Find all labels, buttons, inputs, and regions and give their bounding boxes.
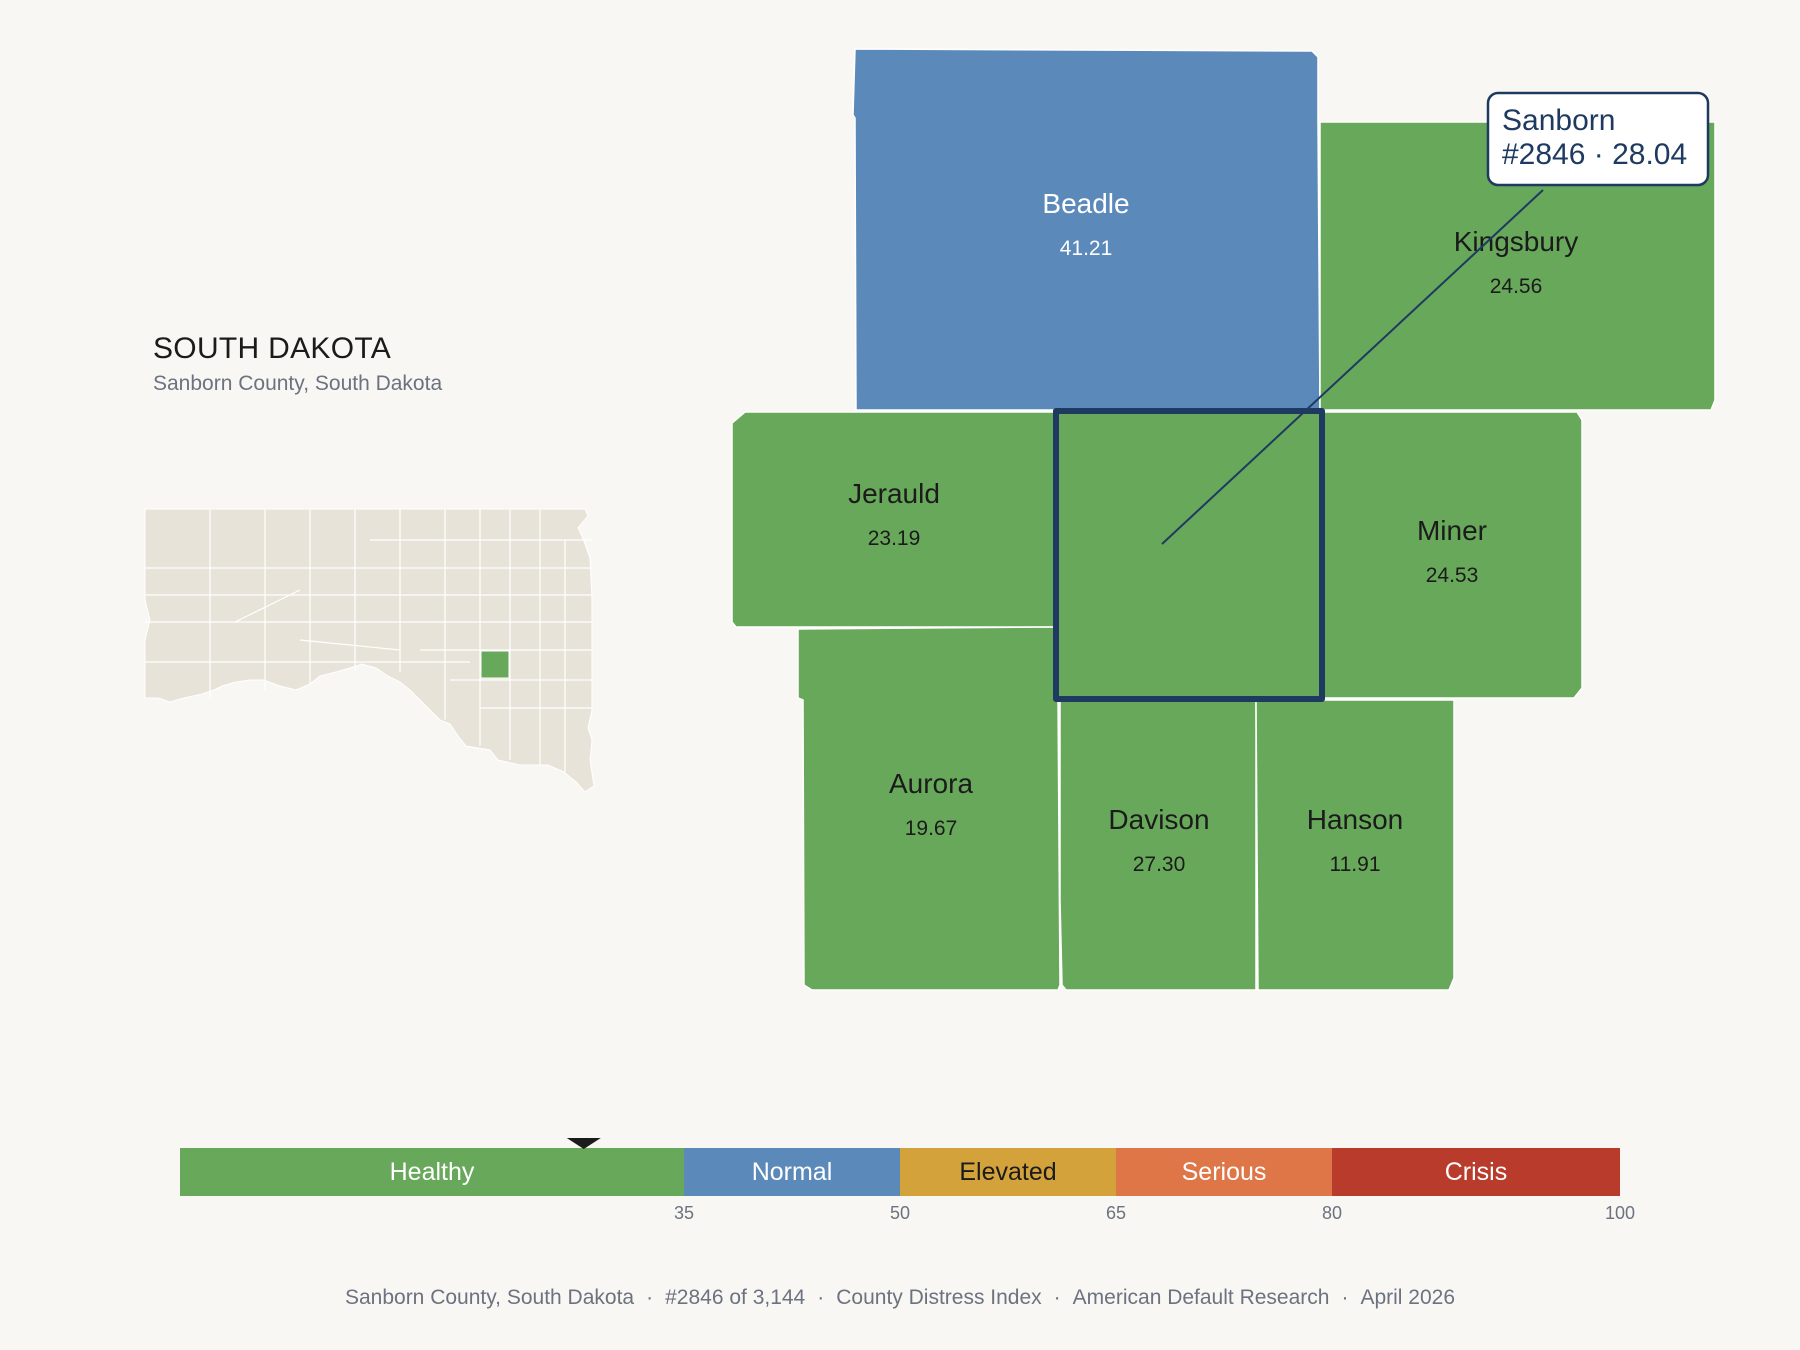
state-title: SOUTH DAKOTA xyxy=(153,332,392,365)
county-value-davison: 27.30 xyxy=(1133,853,1186,876)
legend-label-elevated: Elevated xyxy=(959,1158,1056,1186)
county-hanson[interactable] xyxy=(1255,699,1455,991)
legend-segment-serious xyxy=(1116,1148,1332,1196)
focus-callout: Sanborn #2846 · 28.04 xyxy=(1161,91,1710,545)
state-outline xyxy=(144,508,595,793)
county-map xyxy=(731,48,1716,991)
callout-name: Sanborn xyxy=(1502,104,1615,137)
sanborn-highlight-border xyxy=(1053,408,1325,702)
legend-tick-80: 80 xyxy=(1322,1203,1342,1223)
legend-bar: Healthy Normal Elevated Serious Crisis 35 50 65… xyxy=(180,1148,1635,1223)
county-value-kingsbury: 24.56 xyxy=(1490,275,1543,298)
footer-index: County Distress Index xyxy=(836,1286,1042,1309)
state-county-lines xyxy=(145,509,592,772)
legend-tick-65: 65 xyxy=(1106,1203,1126,1223)
county-labels: Beadle 41.21 Kingsbury 24.56 Jerauld 23.… xyxy=(848,188,1578,876)
footer-rank: #2846 of 3,144 xyxy=(665,1286,806,1309)
county-label-kingsbury: Kingsbury xyxy=(1454,226,1579,257)
callout-rank-score: #2846 · 28.04 xyxy=(1502,138,1687,171)
legend-segment-elevated xyxy=(900,1148,1116,1196)
county-aurora[interactable] xyxy=(797,626,1061,991)
county-label-hanson: Hanson xyxy=(1307,804,1404,835)
county-jerauld[interactable] xyxy=(731,411,1057,628)
county-label-davison: Davison xyxy=(1108,804,1209,835)
county-miner[interactable] xyxy=(1319,411,1583,699)
legend-label-healthy: Healthy xyxy=(390,1158,475,1186)
callout-leader-line xyxy=(1161,189,1544,545)
county-value-hanson: 11.91 xyxy=(1330,853,1381,876)
county-value-jerauld: 23.19 xyxy=(868,527,921,550)
state-inset-highlight xyxy=(480,650,510,679)
callout-box xyxy=(1486,91,1710,187)
legend-segment-crisis xyxy=(1332,1148,1620,1196)
county-davison[interactable] xyxy=(1059,699,1257,991)
county-value-aurora: 19.67 xyxy=(905,817,958,840)
legend-segment-normal xyxy=(684,1148,900,1196)
state-inset-map xyxy=(144,508,595,793)
footer-date: April 2026 xyxy=(1360,1286,1456,1309)
legend-tick-100: 100 xyxy=(1605,1203,1635,1223)
legend-tick-35: 35 xyxy=(674,1203,694,1223)
county-value-miner: 24.53 xyxy=(1426,564,1479,587)
footer-location: Sanborn County, South Dakota xyxy=(344,1286,635,1309)
county-label-miner: Miner xyxy=(1417,515,1487,546)
county-sanborn[interactable] xyxy=(1055,411,1321,699)
legend-segment-healthy xyxy=(180,1148,684,1196)
legend-marker-icon xyxy=(566,1138,601,1149)
legend-label-crisis: Crisis xyxy=(1445,1158,1508,1186)
legend-tick-50: 50 xyxy=(890,1203,910,1223)
footer-source: American Default Research xyxy=(1072,1286,1330,1309)
county-label-beadle: Beadle xyxy=(1042,188,1129,219)
page-subtitle: Sanborn County, South Dakota xyxy=(153,372,443,395)
county-value-beadle: 41.21 xyxy=(1060,237,1113,260)
legend-label-serious: Serious xyxy=(1182,1158,1267,1186)
county-beadle[interactable] xyxy=(852,48,1321,411)
county-label-jerauld: Jerauld xyxy=(848,478,940,509)
county-label-aurora: Aurora xyxy=(889,768,973,799)
footer: Sanborn County, South Dakota · #2846 of 3,… xyxy=(344,1286,1456,1309)
legend-label-normal: Normal xyxy=(752,1158,833,1186)
